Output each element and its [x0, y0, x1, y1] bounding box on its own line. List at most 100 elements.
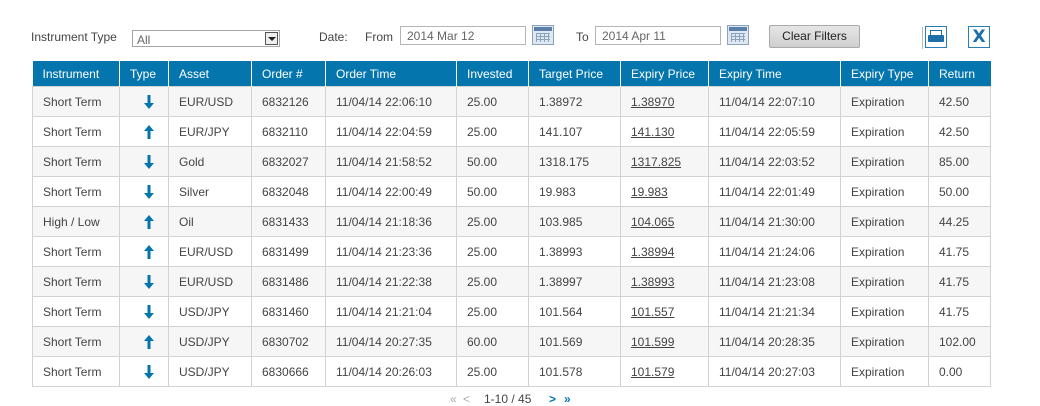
order-number-cell: 6831499	[251, 236, 326, 267]
arrow-up-icon	[143, 124, 155, 140]
instrument-cell: Short Term	[32, 356, 120, 387]
expiry-type-cell: Expiration	[840, 176, 929, 207]
column-header-expiry-price[interactable]: Expiry Price	[620, 61, 709, 87]
invested-cell: 25.00	[456, 116, 529, 147]
type-cell	[119, 266, 169, 297]
arrow-up-icon	[143, 244, 155, 260]
date-label: Date:	[319, 30, 348, 44]
expiry-time-cell: 11/04/14 21:24:06	[708, 236, 841, 267]
last-page-button[interactable]: »	[564, 392, 571, 406]
column-header-expiry-type[interactable]: Expiry Type	[840, 61, 929, 87]
table-row: Short Term Silver 6832048 11/04/14 22:00:49…	[32, 176, 991, 207]
instrument-cell: Short Term	[32, 236, 120, 267]
expiry-time-cell: 11/04/14 20:27:03	[708, 356, 841, 387]
target-price-cell: 141.107	[528, 116, 621, 147]
order-number-cell: 6832048	[251, 176, 326, 207]
expiry-price-link[interactable]: 19.983	[631, 184, 668, 199]
expiry-time-cell: 11/04/14 22:07:10	[708, 86, 841, 117]
order-time-cell: 11/04/14 21:22:38	[325, 266, 457, 297]
asset-cell: Oil	[168, 206, 252, 237]
print-icon[interactable]	[925, 26, 947, 48]
column-header-invested[interactable]: Invested	[456, 61, 529, 87]
column-header-expiry-time[interactable]: Expiry Time	[708, 61, 841, 87]
order-time-cell: 11/04/14 22:00:49	[325, 176, 457, 207]
expiry-price-link[interactable]: 104.065	[631, 214, 675, 229]
expiry-price-link[interactable]: 141.130	[631, 124, 675, 139]
expiry-price-link[interactable]: 1317.825	[631, 154, 682, 169]
invested-cell: 50.00	[456, 146, 529, 177]
expiry-price-link[interactable]: 101.599	[631, 334, 675, 349]
instrument-cell: Short Term	[32, 326, 120, 357]
instrument-type-select[interactable]: All	[132, 30, 280, 47]
column-header-order-time[interactable]: Order Time	[325, 61, 457, 87]
type-cell	[119, 176, 169, 207]
trades-table: Instrument Type Asset Order # Order Time Inve…	[32, 61, 991, 387]
page-range: 1-10 / 45	[484, 392, 532, 406]
expiry-price-link[interactable]: 1.38970	[631, 94, 675, 109]
type-cell	[119, 86, 169, 117]
expiry-time-cell: 11/04/14 20:28:35	[708, 326, 841, 357]
target-price-cell: 1318.175	[528, 146, 621, 177]
column-header-return[interactable]: Return	[928, 61, 991, 87]
to-date-input[interactable]: 2014 Apr 11	[595, 26, 721, 45]
invested-cell: 25.00	[456, 296, 529, 327]
table-row: Short Term EUR/USD 6831499 11/04/14 21:23:3…	[32, 236, 991, 267]
expiry-price-link[interactable]: 1.38993	[631, 274, 675, 289]
arrow-up-icon	[143, 334, 155, 350]
column-header-asset[interactable]: Asset	[168, 61, 252, 87]
invested-cell: 25.00	[456, 86, 529, 117]
asset-cell: Gold	[168, 146, 252, 177]
invested-cell: 50.00	[456, 176, 529, 207]
column-header-target-price[interactable]: Target Price	[528, 61, 621, 87]
next-page-button[interactable]: >	[549, 392, 557, 406]
type-cell	[119, 236, 169, 267]
column-header-type[interactable]: Type	[119, 61, 169, 87]
arrow-down-icon	[143, 304, 155, 320]
expiry-type-cell: Expiration	[840, 206, 929, 237]
return-cell: 42.50	[928, 86, 991, 117]
expiry-price-link[interactable]: 101.579	[631, 364, 675, 379]
expiry-price-link[interactable]: 101.557	[631, 304, 675, 319]
instrument-cell: Short Term	[32, 116, 120, 147]
expiry-type-cell: Expiration	[840, 116, 929, 147]
asset-cell: EUR/JPY	[168, 116, 252, 147]
to-calendar-icon[interactable]	[727, 25, 749, 45]
excel-export-icon[interactable]: X	[968, 26, 990, 48]
target-price-cell: 103.985	[528, 206, 621, 237]
invested-cell: 25.00	[456, 266, 529, 297]
order-number-cell: 6832126	[251, 86, 326, 117]
chevron-down-icon[interactable]	[265, 32, 278, 45]
prev-page-button[interactable]: <	[463, 392, 471, 406]
instrument-type-value: All	[137, 33, 151, 47]
type-cell	[119, 356, 169, 387]
column-header-order-number[interactable]: Order #	[251, 61, 326, 87]
instrument-cell: Short Term	[32, 146, 120, 177]
column-header-instrument[interactable]: Instrument	[32, 61, 120, 87]
target-price-cell: 101.564	[528, 296, 621, 327]
from-date-input[interactable]: 2014 Mar 12	[400, 26, 526, 45]
toolbar-divider	[922, 27, 923, 49]
order-number-cell: 6831460	[251, 296, 326, 327]
expiry-time-cell: 11/04/14 21:30:00	[708, 206, 841, 237]
return-cell: 85.00	[928, 146, 991, 177]
order-number-cell: 6831486	[251, 266, 326, 297]
expiry-price-cell: 141.130	[620, 116, 709, 147]
filter-bar: Instrument Type All Date: From 2014 Mar …	[0, 0, 1040, 58]
table-row: Short Term USD/JPY 6830702 11/04/14 20:27:3…	[32, 326, 991, 357]
table-row: High / Low Oil 6831433 11/04/14 21:18:36 25.…	[32, 206, 991, 237]
expiry-type-cell: Expiration	[840, 296, 929, 327]
order-time-cell: 11/04/14 21:21:04	[325, 296, 457, 327]
order-number-cell: 6832027	[251, 146, 326, 177]
expiry-type-cell: Expiration	[840, 86, 929, 117]
target-price-cell: 19.983	[528, 176, 621, 207]
expiry-price-link[interactable]: 1.38994	[631, 244, 675, 259]
from-calendar-icon[interactable]	[532, 25, 554, 45]
first-page-button[interactable]: «	[450, 392, 457, 406]
arrow-down-icon	[143, 154, 155, 170]
type-cell	[119, 206, 169, 237]
expiry-price-cell: 1317.825	[620, 146, 709, 177]
expiry-price-cell: 101.599	[620, 326, 709, 357]
clear-filters-button[interactable]: Clear Filters	[769, 25, 860, 48]
target-price-cell: 101.578	[528, 356, 621, 387]
type-cell	[119, 326, 169, 357]
